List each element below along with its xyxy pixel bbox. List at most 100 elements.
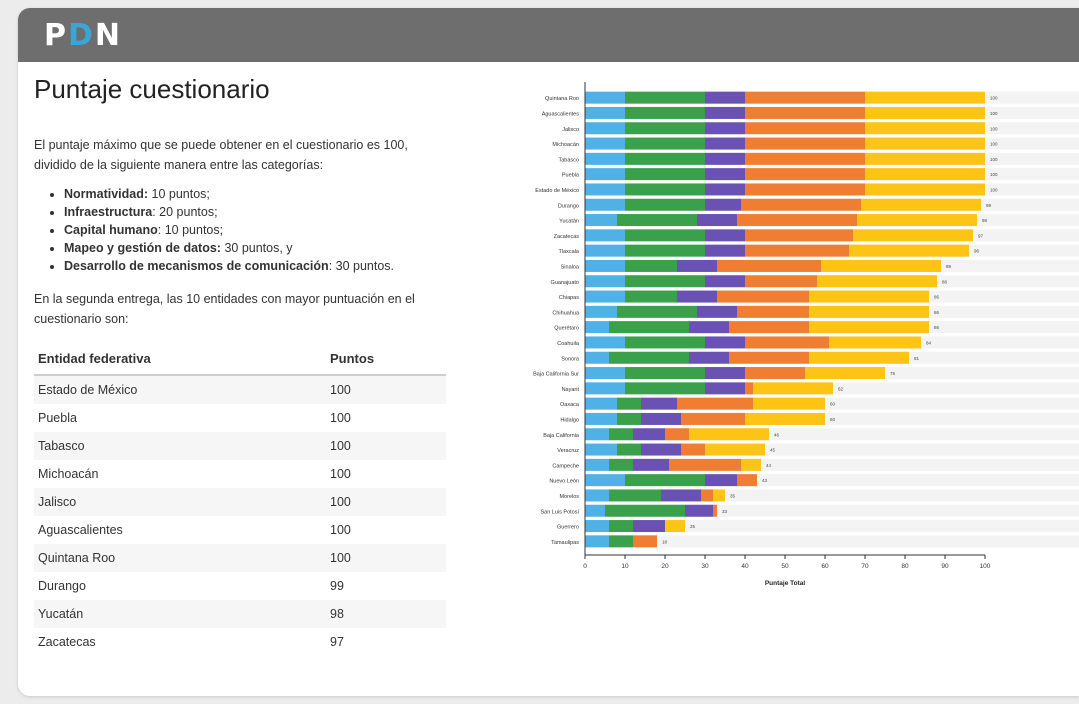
bar-segment xyxy=(705,122,745,135)
category-name: Infraestructura xyxy=(64,205,153,219)
bar-segment xyxy=(633,428,665,441)
bar-segment xyxy=(665,428,689,441)
bar-segment xyxy=(585,504,605,517)
bar-segment xyxy=(741,198,861,211)
bar-segment xyxy=(717,259,821,272)
entity-cell: Tabasco xyxy=(34,432,326,460)
header-bar: PDN xyxy=(18,8,1079,62)
bar-segment xyxy=(705,91,745,104)
bar-segment xyxy=(705,275,745,288)
total-label: 99 xyxy=(986,203,992,208)
category-label: Estado de México xyxy=(535,188,579,194)
bar-segment xyxy=(633,535,657,548)
total-label: 81 xyxy=(914,356,920,361)
bar-segment xyxy=(705,152,745,165)
bar-segment xyxy=(809,305,929,318)
category-label: Puebla xyxy=(562,173,580,179)
page-title: Puntaje cuestionario xyxy=(34,74,270,104)
bar-segment xyxy=(705,198,741,211)
category-item: Infraestructura: 20 puntos; xyxy=(64,203,450,221)
bar-segment xyxy=(641,397,677,410)
category-label: Chiapas xyxy=(559,295,579,301)
bar-segment xyxy=(625,259,677,272)
total-label: 96 xyxy=(974,249,980,254)
bar-segment xyxy=(617,305,697,318)
category-label: Guanajuato xyxy=(551,280,579,286)
bar-segment xyxy=(713,504,717,517)
table-row: Tabasco 100 xyxy=(34,432,446,460)
category-item: Normatividad: 10 puntos; xyxy=(64,185,450,203)
bar-segment xyxy=(585,412,617,425)
category-name: Capital humano xyxy=(64,223,158,237)
bar-segment xyxy=(625,183,705,196)
category-label: Nuevo León xyxy=(549,479,579,485)
bar-segment xyxy=(705,367,745,380)
entity-cell: Puebla xyxy=(38,411,77,425)
bar-segment xyxy=(809,290,929,303)
bar-segment xyxy=(625,168,705,181)
bar-segment xyxy=(625,275,705,288)
category-points: 30 puntos, y xyxy=(220,241,293,255)
bar-segment xyxy=(605,504,685,517)
content-card: PDN Puntaje cuestionario El puntaje máxi… xyxy=(18,8,1079,696)
total-label: 44 xyxy=(766,463,772,468)
x-tick-label: 90 xyxy=(941,563,949,570)
bar-segment xyxy=(745,152,865,165)
text-column: Puntaje cuestionario El puntaje máximo q… xyxy=(34,70,450,656)
bar-segment xyxy=(857,214,977,227)
bar-segment xyxy=(585,474,625,487)
total-label: 33 xyxy=(722,509,728,514)
category-label: Coahuila xyxy=(557,341,580,347)
bar-segment xyxy=(609,428,633,441)
table-row: Quintana Roo 100 xyxy=(34,544,446,572)
bar-segment xyxy=(745,382,753,395)
total-label: 75 xyxy=(890,371,896,376)
points-cell: 99 xyxy=(330,579,344,593)
points-cell: 100 xyxy=(330,467,351,481)
pdn-logo[interactable]: PDN xyxy=(44,18,122,53)
total-label: 97 xyxy=(978,233,984,238)
entity-cell: Aguascalientes xyxy=(38,523,123,537)
category-points: 10 puntos; xyxy=(148,187,210,201)
category-points: : 10 puntos; xyxy=(157,223,224,237)
total-label: 60 xyxy=(830,402,836,407)
bar-segment xyxy=(741,458,761,471)
bar-segment xyxy=(585,244,625,257)
bar-segment xyxy=(809,321,929,334)
bar-segment xyxy=(585,183,625,196)
points-cell: 100 xyxy=(326,544,446,572)
points-cell: 100 xyxy=(330,411,351,425)
bar-segment xyxy=(625,474,705,487)
bar-segment xyxy=(625,122,705,135)
total-label: 100 xyxy=(990,96,998,101)
bar-segment xyxy=(809,351,909,364)
category-label: Chihuahua xyxy=(552,310,580,316)
category-label: Tamaulipas xyxy=(551,540,579,546)
bar-segment xyxy=(697,214,737,227)
category-label: Jalisco xyxy=(562,127,579,133)
bar-segment xyxy=(745,183,865,196)
total-label: 45 xyxy=(770,448,776,453)
bar-segment xyxy=(705,244,745,257)
category-label: Nayarit xyxy=(562,387,580,393)
ranking-table: Entidad federativa Puntos Estado de Méxi… xyxy=(34,343,446,656)
bar-segment xyxy=(713,489,725,502)
bar-segment xyxy=(805,367,885,380)
bar-segment xyxy=(865,122,985,135)
outro-paragraph: En la segunda entrega, las 10 entidades … xyxy=(34,292,415,326)
bar-segment xyxy=(633,520,665,533)
category-label: Querétaro xyxy=(554,326,579,332)
bar-segment xyxy=(821,259,941,272)
table-row: Zacatecas 97 xyxy=(34,628,446,656)
x-tick-label: 50 xyxy=(781,563,789,570)
category-label: Morelos xyxy=(559,494,579,500)
entity-cell: Estado de México xyxy=(34,375,326,404)
bar-segment xyxy=(745,275,817,288)
bar-segment xyxy=(689,428,769,441)
points-cell: 100 xyxy=(326,375,446,404)
category-name: Normatividad: xyxy=(64,187,149,201)
bar-segment xyxy=(689,351,729,364)
category-label: Baja California xyxy=(543,433,580,439)
bar-segment xyxy=(641,412,681,425)
category-item: Desarrollo de mecanismos de comunicación… xyxy=(64,257,450,275)
